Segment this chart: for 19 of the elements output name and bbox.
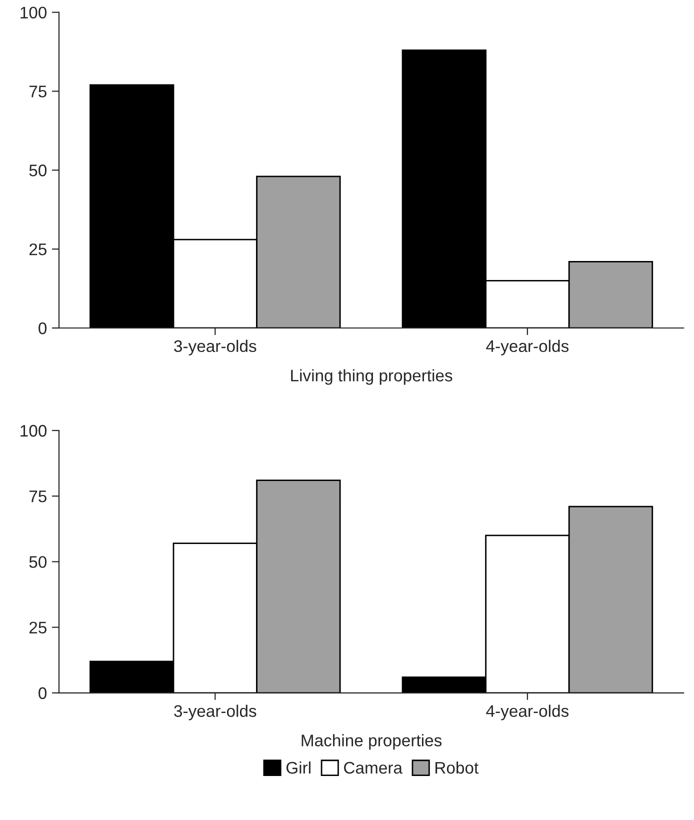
x-tick-label: 4-year-olds [486, 704, 569, 720]
y-tick-label: 0 [38, 322, 47, 334]
y-tick-label: 100 [20, 424, 47, 437]
legend-label: Girl [286, 761, 310, 774]
y-tick-label: 100 [20, 6, 47, 19]
y-tick-label: 75 [30, 490, 46, 502]
y-tick-label: 0 [38, 687, 47, 700]
y-tick-label: 50 [29, 164, 47, 176]
legend-label: Camera [344, 762, 402, 774]
x-tick-label: 4-year-olds [486, 340, 569, 356]
x-tick-label: 3-year-olds [174, 340, 256, 356]
y-tick-label: 25 [29, 243, 46, 256]
x-axis-title: Machine properties [302, 734, 442, 750]
y-tick-label: 25 [29, 622, 46, 634]
y-tick-label: 75 [30, 86, 46, 98]
legend-label: Robot [436, 761, 478, 774]
x-tick-label: 3-year-olds [174, 704, 256, 720]
y-tick-label: 50 [29, 556, 47, 568]
x-axis-title: Living thing properties [291, 369, 452, 385]
